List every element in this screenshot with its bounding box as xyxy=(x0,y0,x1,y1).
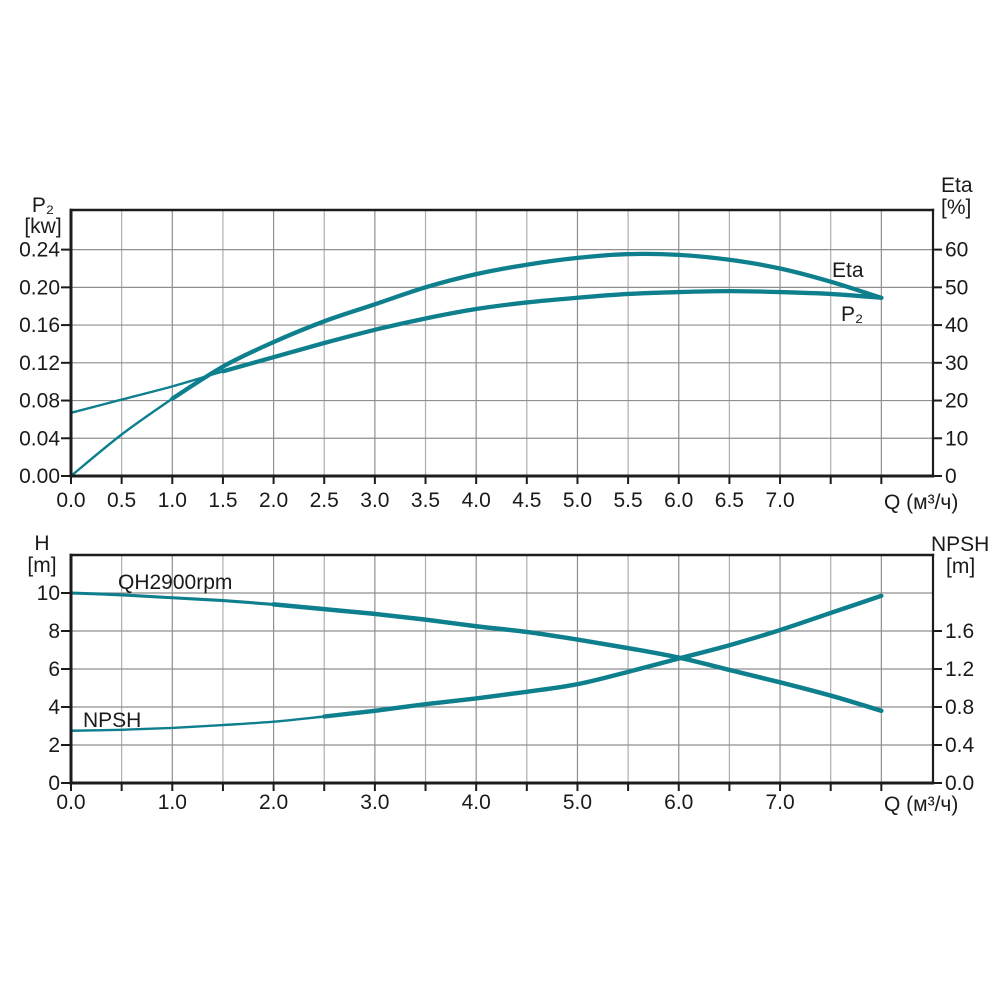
x-tick-label: 4.0 xyxy=(462,791,491,814)
x-tick-label: 5.0 xyxy=(563,791,592,814)
y-right-tick-label: 0.0 xyxy=(945,772,974,795)
x-axis-title: Q (м³/ч) xyxy=(884,491,958,514)
x-tick-label: 2.5 xyxy=(310,489,339,512)
y-right-tick-label: 10 xyxy=(945,427,968,450)
x-tick-label: 6.0 xyxy=(664,791,693,814)
x-tick-label: 0.0 xyxy=(56,489,85,512)
y-right-tick-label: 50 xyxy=(945,276,968,299)
y-right-tick-label: 20 xyxy=(945,390,968,413)
y-left-tick-label: 2 xyxy=(48,734,60,757)
x-tick-label: 0.0 xyxy=(56,791,85,814)
y-left-tick-label: 0.00 xyxy=(19,465,60,488)
y-left-axis-title: P₂ xyxy=(32,194,54,217)
chart-head-npsh: 0.0 1.0 2.0 3.0 4.0 5.0 6.0 7.0 0 2 4 6 8 10 0.0 0.4 0.8… xyxy=(27,532,989,816)
p2-curve xyxy=(220,288,884,374)
x-tick-label: 3.5 xyxy=(411,489,440,512)
npsh-curve xyxy=(69,715,326,732)
x-tick-label: 4.0 xyxy=(462,489,491,512)
y-right-axis-title: [%] xyxy=(941,196,971,219)
x-axis-title: Q (м³/ч) xyxy=(884,793,958,816)
x-tick-label: 6.5 xyxy=(715,489,744,512)
y-left-axis-title: [kw] xyxy=(24,215,61,238)
x-tick-label: 4.5 xyxy=(512,489,541,512)
y-right-tick-label: 60 xyxy=(945,239,968,262)
x-tick-label: 1.5 xyxy=(208,489,237,512)
x-tick-label: 2.0 xyxy=(259,791,288,814)
qh2900rpm-curve xyxy=(69,591,276,606)
curve-label: Eta xyxy=(832,259,864,282)
p2-curve xyxy=(69,370,225,415)
x-tick-label: 1.0 xyxy=(158,791,187,814)
y-left-tick-label: 10 xyxy=(37,582,60,605)
y-right-axis-title: NPSH xyxy=(931,533,989,556)
eta-curve xyxy=(170,251,884,401)
y-right-tick-label: 0 xyxy=(945,465,957,488)
y-right-tick-label: 40 xyxy=(945,314,968,337)
eta-curve xyxy=(69,397,174,478)
y-right-tick-label: 1.6 xyxy=(945,620,974,643)
x-tick-label: 5.0 xyxy=(563,489,592,512)
y-left-tick-label: 0.16 xyxy=(19,314,60,337)
y-right-tick-label: 0.8 xyxy=(945,696,974,719)
y-left-tick-label: 0 xyxy=(48,772,60,795)
x-tick-label: 6.0 xyxy=(664,489,693,512)
y-left-tick-label: 6 xyxy=(48,658,60,681)
y-left-axis-title: [m] xyxy=(27,554,56,577)
y-left-tick-label: 0.24 xyxy=(19,239,60,262)
y-left-tick-label: 0.20 xyxy=(19,276,60,299)
curve-label: NPSH xyxy=(83,709,141,732)
y-right-tick-label: 1.2 xyxy=(945,658,974,681)
y-right-tick-label: 30 xyxy=(945,352,968,375)
y-right-axis-title: [m] xyxy=(946,555,975,578)
x-tick-label: 7.0 xyxy=(765,791,794,814)
x-tick-label: 1.0 xyxy=(158,489,187,512)
x-tick-label: 2.0 xyxy=(259,489,288,512)
x-tick-label: 0.5 xyxy=(107,489,136,512)
y-left-tick-label: 0.04 xyxy=(19,427,60,450)
x-tick-label: 7.0 xyxy=(765,489,794,512)
y-left-tick-label: 4 xyxy=(48,696,60,719)
y-right-tick-label: 0.4 xyxy=(945,734,975,757)
qh2900rpm-curve xyxy=(271,602,884,714)
y-left-tick-label: 0.12 xyxy=(19,352,60,375)
x-tick-label: 5.5 xyxy=(614,489,643,512)
x-tick-label: 3.0 xyxy=(360,489,389,512)
y-left-axis-title: H xyxy=(34,532,49,555)
y-right-axis-title: Eta xyxy=(941,174,973,197)
y-left-tick-label: 8 xyxy=(48,620,60,643)
npsh-curve xyxy=(322,593,884,719)
curve-label: P₂ xyxy=(841,303,863,326)
y-left-tick-label: 0.08 xyxy=(19,390,60,413)
x-tick-label: 3.0 xyxy=(360,791,389,814)
curve-label: QH2900rpm xyxy=(118,571,232,594)
chart-power-efficiency: 0.0 0.5 1.0 1.5 2.0 2.5 3.0 3.5 4.0 4.5 5.0 5.5 6.0 6… xyxy=(19,174,973,514)
